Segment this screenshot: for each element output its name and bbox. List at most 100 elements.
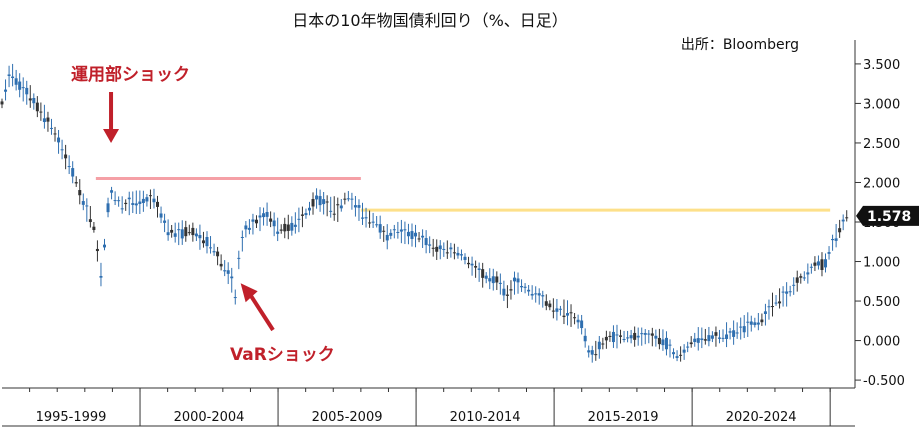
candle-body [746,321,750,323]
candle-body [481,269,485,278]
candle-body [813,262,817,266]
candle-body [81,201,85,205]
y-tick-label: 2.500 [863,137,900,152]
candle-body [544,301,548,306]
candle-body [297,218,301,220]
candle-body [92,226,96,230]
candle-body [626,337,630,339]
candle-body [491,276,495,284]
candle-body [396,231,400,233]
candle-body [770,306,774,308]
candle-body [364,217,368,219]
candle-body [788,291,792,293]
candle-body [120,208,124,210]
candle-body [180,229,184,239]
candle-body [262,213,266,218]
y-tick-label: 3.000 [863,97,900,112]
candle-body [410,231,414,239]
candle-body [399,229,403,232]
candle-body [332,213,336,215]
candle-body [749,321,753,325]
candle-body [498,282,502,284]
candle-body [60,149,64,151]
candle-body [148,195,152,197]
candle-body [686,346,690,348]
candle-body [495,276,499,283]
candle-body [318,196,322,206]
candle-body [516,278,520,283]
candle-body [78,190,82,196]
y-tick-label: 1.000 [863,256,900,271]
candle-body [629,335,633,339]
candle-body [251,219,255,222]
candle-body [824,259,828,268]
candle-body [322,199,326,205]
candle-body [106,203,110,213]
candle-body [35,102,39,112]
candle-body [184,227,188,237]
candle-body [145,197,149,202]
candle-body [728,331,732,333]
candle-body [4,89,8,92]
candle-body [611,331,615,343]
candle-body [64,154,68,159]
candle-body [49,127,53,129]
candle-body [452,252,456,254]
annotation-var-shock: VaRショック [230,345,335,365]
candle-body [39,111,43,113]
candle-body [760,319,764,323]
candle-body [170,229,174,233]
candle-body [520,285,524,288]
candle-body [406,231,410,237]
candle-body [141,198,145,204]
candle-body [675,356,679,358]
candle-body [325,201,329,203]
candle-body [431,247,435,249]
candle-body [816,261,820,266]
candle-series [0,63,849,363]
candle-body [163,220,167,223]
candle-body [435,246,439,252]
candle-body [615,334,619,336]
candle-body [657,337,661,345]
axes: 3.5003.0002.5002.0001.5001.0000.5000.000… [2,40,919,427]
candle-body [537,293,541,296]
candle-body [138,201,142,204]
candle-body [484,275,488,279]
candle-body [28,98,32,101]
candle-body [590,350,594,355]
candle-body [580,320,584,329]
candle-body [562,315,566,318]
candle-body [113,200,117,202]
last-value-label: 1.578 [867,209,911,225]
candle-body [392,229,396,231]
y-tick-label: -0.500 [863,374,905,389]
candle-body [209,247,213,249]
candle-body [604,336,608,341]
x-period-label: 2020-2024 [726,410,797,425]
candle-body [371,221,375,223]
candle-body [336,204,340,206]
candle-body [286,224,290,231]
candle-body [385,234,389,241]
x-period-label: 2015-2019 [588,410,659,425]
candle-body [753,322,757,326]
candle-body [368,222,372,224]
candle-body [576,319,580,323]
annotation-arrow-head [240,283,258,303]
candle-body [682,349,686,353]
candle-body [530,293,534,296]
candle-body [438,245,442,250]
candle-body [21,87,25,89]
candle-body [672,352,676,355]
candle-body [573,317,577,319]
candle-body [474,266,478,268]
candle-body [703,339,707,341]
candle-body [353,205,357,208]
candle-body [696,338,700,343]
x-period-label: 2000-2004 [174,410,245,425]
candle-body [714,332,718,336]
candle-body [756,322,760,325]
candle-body [679,354,683,356]
